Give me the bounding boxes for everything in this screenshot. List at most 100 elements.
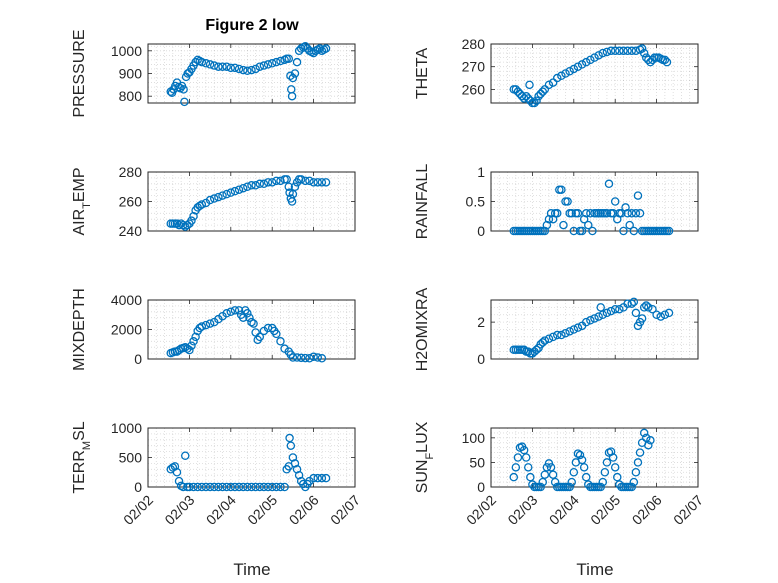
data-point: [542, 220, 552, 230]
data-point: [524, 463, 533, 472]
data-point: [627, 482, 637, 492]
y-tick-label: 500: [119, 450, 143, 466]
data-point: [243, 309, 252, 318]
data-point: [209, 61, 219, 70]
data-point: [606, 447, 616, 456]
data-point: [594, 51, 603, 60]
y-tick-label: 0: [477, 351, 485, 367]
data-point: [644, 440, 653, 450]
data-point: [546, 209, 556, 218]
data-point: [249, 319, 258, 328]
y-tick-label: 1: [477, 164, 485, 180]
data-point: [615, 304, 624, 314]
data-point: [577, 60, 587, 69]
data-point: [191, 332, 200, 342]
data-point: [652, 310, 661, 319]
data-point: [627, 46, 637, 56]
data-point: [594, 312, 603, 321]
data-point: [189, 211, 198, 221]
data-point: [540, 336, 550, 345]
y-tick-label: 0: [134, 351, 142, 367]
x-tick-label: 02/02: [463, 492, 499, 528]
data-point: [536, 482, 545, 492]
data-point: [230, 306, 240, 315]
data-point: [544, 214, 554, 224]
axes-frame: [490, 43, 699, 104]
data-point: [218, 191, 227, 200]
data-point: [629, 226, 639, 236]
y-tick-label: 50: [469, 454, 485, 470]
data-point: [218, 482, 227, 492]
data-point: [255, 179, 265, 189]
data-point: [635, 448, 645, 457]
y-tick-label: 240: [119, 223, 143, 239]
data-point: [586, 209, 595, 218]
data-point: [550, 477, 560, 487]
data-point: [656, 312, 665, 321]
data-point: [185, 482, 194, 492]
data-point: [282, 175, 291, 184]
subplot-5: 0 2000 4000 MIXDEPTH: [71, 288, 356, 371]
data-point: [602, 209, 612, 218]
data-point: [538, 87, 548, 96]
x-tick-label: 02/07: [327, 492, 363, 528]
data-point: [631, 209, 641, 218]
subplot-4: 0 0.5 1 RAINFALL: [414, 164, 699, 239]
data-point: [579, 463, 589, 472]
data-point: [185, 345, 194, 355]
data-point: [172, 219, 182, 228]
data-point: [610, 304, 620, 314]
y-tick-label: 280: [462, 36, 486, 52]
data-point: [296, 175, 306, 184]
y-tick-label: 900: [119, 66, 143, 82]
data-point: [214, 62, 223, 71]
data-point: [569, 325, 579, 334]
data-point: [218, 62, 227, 71]
data-point: [226, 482, 236, 492]
data-point: [226, 63, 236, 73]
data-point: [633, 458, 643, 467]
data-point: [538, 338, 548, 347]
data-point: [588, 226, 597, 236]
x-tick-label: 02/07: [670, 492, 706, 528]
data-point: [191, 57, 200, 67]
data-point: [602, 47, 612, 57]
y-axis-label: MIXDEPTH: [71, 288, 88, 371]
y-tick-label: 0: [134, 479, 142, 495]
x-tick-label: 02/04: [203, 492, 239, 528]
data-point: [552, 330, 562, 340]
data-point: [255, 482, 265, 492]
data-point: [557, 71, 566, 81]
data-point: [294, 470, 304, 480]
y-tick-label: 260: [119, 194, 143, 210]
data-point: [292, 465, 302, 474]
data-point: [247, 181, 256, 190]
data-point: [577, 455, 587, 465]
figure-title: Figure 2 low: [205, 17, 299, 34]
data-point: [179, 85, 188, 94]
data-point: [544, 80, 554, 90]
data-point: [284, 54, 294, 64]
y-tick-label: 2000: [111, 322, 142, 338]
data-point: [276, 337, 285, 346]
data-point: [309, 352, 318, 362]
data-point: [596, 482, 605, 492]
data-point: [521, 453, 531, 462]
data-point: [288, 189, 298, 199]
data-point: [584, 220, 593, 230]
data-point: [608, 453, 618, 462]
axes-frame: [490, 171, 699, 232]
data-point: [557, 330, 566, 340]
data-point: [660, 310, 670, 319]
data-point: [639, 303, 649, 312]
data-point: [259, 179, 269, 189]
data-point: [285, 433, 294, 443]
data-point: [187, 341, 196, 350]
data-point: [637, 314, 647, 323]
data-point: [292, 353, 302, 362]
data-point: [247, 65, 256, 75]
data-point: [288, 73, 298, 83]
data-point: [226, 307, 236, 317]
data-point: [178, 220, 188, 230]
